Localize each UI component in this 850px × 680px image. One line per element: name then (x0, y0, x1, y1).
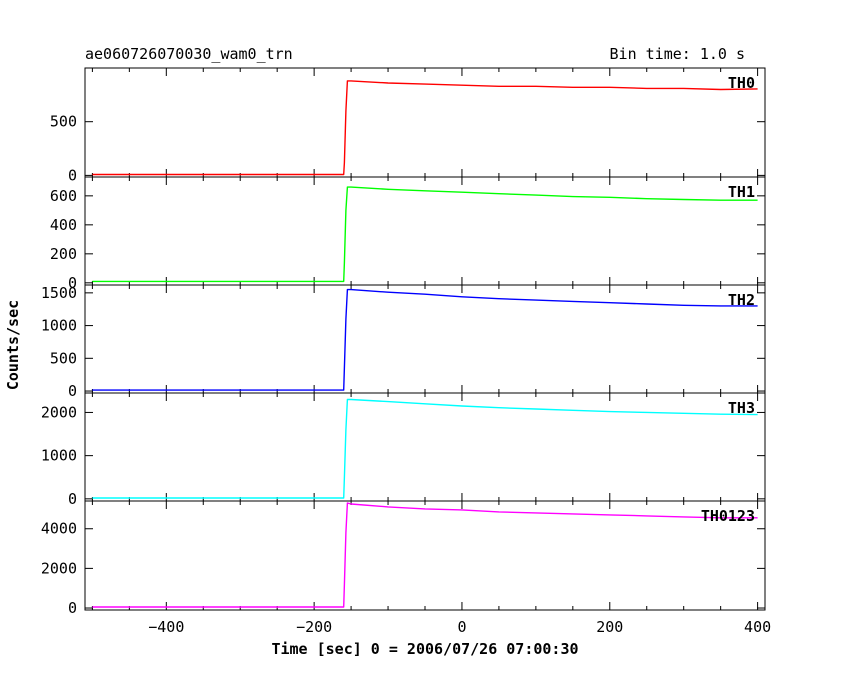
y-tick-label: 600 (50, 187, 77, 205)
y-tick-label: 2000 (41, 403, 77, 421)
panel-label: TH3 (728, 399, 755, 417)
panels-group: 0 500 TH0 0 200 400 600 TH1 0 500 1000 1500 TH2 0 1000… (41, 67, 766, 617)
x-axis-label: Time [sec] 0 = 2006/07/26 07:00:30 (271, 640, 578, 658)
bin-time-label: Bin time: 1.0 s (610, 45, 745, 63)
y-tick-label: 500 (50, 113, 77, 131)
panel-th0: 0 500 TH0 (50, 67, 766, 184)
panel-frame (84, 500, 766, 611)
x-tick-label: −200 (296, 618, 332, 636)
panel-label: TH0 (728, 74, 755, 92)
series-line-th0123 (92, 502, 758, 608)
y-tick-label: 0 (68, 490, 77, 508)
x-tick-label: 400 (744, 618, 771, 636)
y-axis-label: Counts/sec (4, 300, 22, 390)
y-tick-label: 1000 (41, 447, 77, 465)
panel-label: TH2 (728, 291, 755, 309)
x-tick-labels: −400 −200 0 200 400 (148, 618, 771, 636)
series-line-th0 (92, 80, 758, 176)
y-tick-label: 1500 (41, 284, 77, 302)
y-tick-label: 0 (68, 382, 77, 400)
y-tick-label: 500 (50, 349, 77, 367)
panel-th2: 0 500 1000 1500 TH2 (41, 284, 766, 400)
panel-th0123: 0 2000 4000 TH0123 (41, 500, 766, 617)
panel-label: TH0123 (701, 507, 755, 525)
panel-frame (84, 392, 766, 502)
x-tick-label: −400 (148, 618, 184, 636)
y-tick-label: 400 (50, 216, 77, 234)
series-line-th3 (92, 398, 758, 499)
y-tick-label: 0 (68, 599, 77, 617)
panel-frame (84, 176, 766, 286)
y-tick-label: 2000 (41, 559, 77, 577)
series-line-th2 (92, 288, 758, 391)
panel-frame (84, 284, 766, 394)
y-tick-label: 1000 (41, 317, 77, 335)
panel-th1: 0 200 400 600 TH1 (50, 176, 766, 292)
chart-title: ae060726070030_wam0_trn (85, 45, 293, 63)
x-tick-label: 200 (596, 618, 623, 636)
panel-th3: 0 1000 2000 TH3 (41, 392, 766, 508)
series-line-th1 (92, 186, 758, 283)
y-tick-label: 0 (68, 274, 77, 292)
y-tick-label: 4000 (41, 520, 77, 538)
panel-label: TH1 (728, 183, 755, 201)
y-tick-label: 200 (50, 245, 77, 263)
y-tick-label: 0 (68, 166, 77, 184)
x-tick-label: 0 (457, 618, 466, 636)
